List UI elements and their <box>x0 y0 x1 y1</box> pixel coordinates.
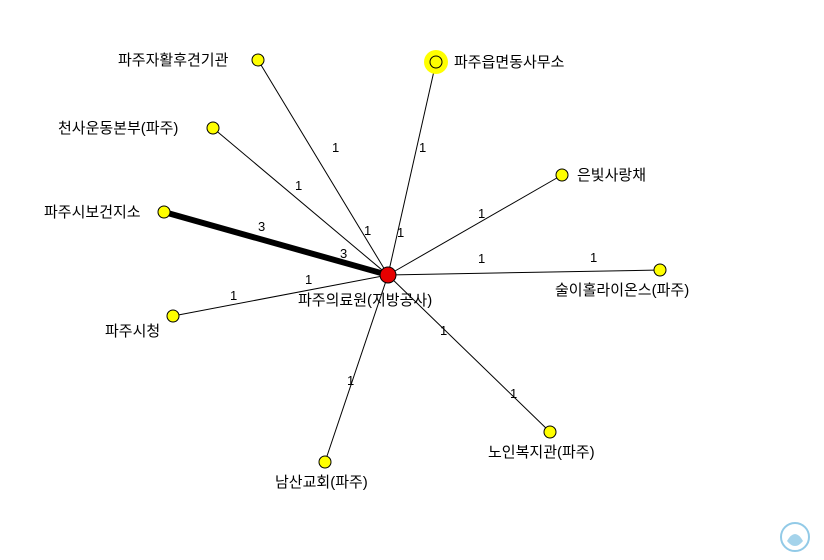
leaf-node <box>252 54 264 66</box>
node-label: 노인복지관(파주) <box>488 444 595 461</box>
node-label: 파주자활후견기관 <box>118 52 229 69</box>
node-label: 파주읍면동사무소 <box>454 54 565 71</box>
edge-weight-label: 1 <box>364 223 371 238</box>
edge-weight-label: 1 <box>397 225 404 240</box>
edge-weight-label: 1 <box>478 251 485 266</box>
node-label: 파주시보건지소 <box>44 204 141 221</box>
node-label: 술이홀라이온스(파주) <box>555 282 689 299</box>
edge-weight-label: 1 <box>419 140 426 155</box>
center-node <box>380 267 396 283</box>
edge-weight-label: 3 <box>258 219 265 234</box>
node-label: 천사운동본부(파주) <box>58 120 178 137</box>
edge-weight-label: 1 <box>332 140 339 155</box>
edge-weight-label: 1 <box>305 272 312 287</box>
node-label: 파주의료원(지방공사) <box>298 292 432 309</box>
edge-weight-label: 1 <box>440 323 447 338</box>
edge-weight-label: 1 <box>230 288 237 303</box>
leaf-node <box>207 122 219 134</box>
leaf-node <box>158 206 170 218</box>
leaf-node <box>556 169 568 181</box>
edge-weight-label: 1 <box>510 386 517 401</box>
edge-weight-label: 1 <box>478 206 485 221</box>
node-label: 남산교회(파주) <box>275 474 368 491</box>
node-label: 파주시청 <box>105 323 160 340</box>
leaf-node <box>654 264 666 276</box>
leaf-node <box>167 310 179 322</box>
node-label: 은빛사랑채 <box>577 167 646 184</box>
edge-weight-label: 1 <box>590 250 597 265</box>
edge-weight-label: 3 <box>340 246 347 261</box>
edge-weight-label: 1 <box>347 373 354 388</box>
leaf-node <box>319 456 331 468</box>
watermark-icon <box>781 523 809 551</box>
edge-weight-label: 1 <box>295 178 302 193</box>
canvas-bg <box>0 0 824 560</box>
network-diagram: 1 1 1 1 3 3 1 1 1 1 1 1 1 1 1 파주의료원(지방공사) 파주자활후견기관 파주읍면동사… <box>0 0 824 560</box>
leaf-node <box>430 56 442 68</box>
leaf-node <box>544 426 556 438</box>
